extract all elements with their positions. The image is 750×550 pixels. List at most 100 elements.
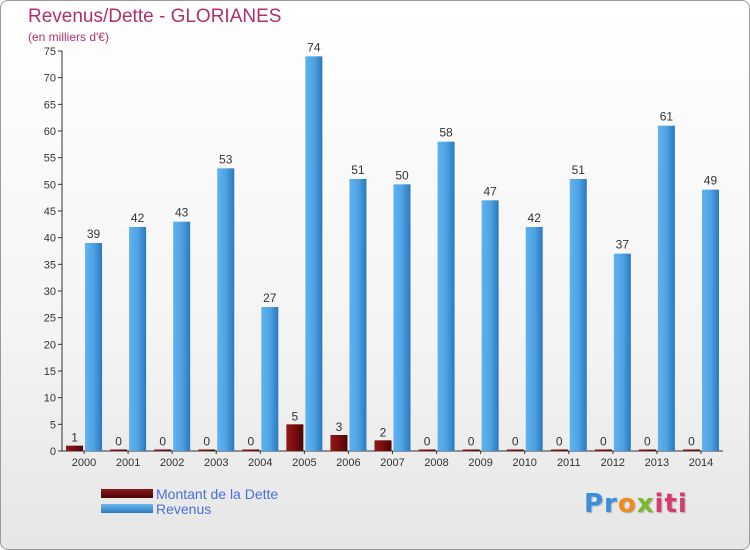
data-label-dette: 0 xyxy=(159,435,166,449)
bar-revenus xyxy=(129,227,147,451)
bar-revenus xyxy=(305,56,323,451)
x-tick-label: 2003 xyxy=(204,457,228,469)
y-tick-label: 30 xyxy=(44,286,56,298)
bar-revenus xyxy=(525,227,543,451)
data-label-dette: 0 xyxy=(644,435,651,449)
x-tick-label: 2001 xyxy=(116,457,140,469)
data-label-dette: 0 xyxy=(600,435,607,449)
bar-dette xyxy=(682,449,700,451)
y-tick-label: 25 xyxy=(44,313,56,325)
data-label-revenus: 58 xyxy=(439,126,453,140)
y-tick-label: 15 xyxy=(44,366,56,378)
x-tick-label: 2014 xyxy=(689,457,713,469)
y-tick-label: 45 xyxy=(44,206,56,218)
data-label-dette: 3 xyxy=(336,420,343,434)
x-tick-label: 2006 xyxy=(336,457,360,469)
y-tick-label: 10 xyxy=(44,393,56,405)
chart-subtitle: (en milliers d'€) xyxy=(28,30,109,44)
data-label-dette: 0 xyxy=(688,435,695,449)
y-tick-label: 40 xyxy=(44,233,56,245)
data-label-revenus: 61 xyxy=(660,110,674,124)
bar-revenus xyxy=(437,141,455,451)
bar-dette xyxy=(418,449,436,451)
data-label-dette: 2 xyxy=(380,425,387,439)
data-label-revenus: 49 xyxy=(704,174,718,188)
bar-revenus xyxy=(261,307,279,451)
data-label-dette: 0 xyxy=(468,435,475,449)
data-label-dette: 5 xyxy=(292,409,299,423)
data-label-revenus: 74 xyxy=(307,40,321,54)
legend-swatch-dette xyxy=(101,489,153,498)
y-tick-label: 35 xyxy=(44,259,56,271)
data-label-dette: 0 xyxy=(424,435,431,449)
bar-revenus xyxy=(657,125,675,452)
bar-revenus xyxy=(393,184,411,452)
bar-dette xyxy=(638,449,656,451)
bar-dette xyxy=(594,449,612,451)
bar-revenus xyxy=(85,243,103,451)
y-tick-label: 55 xyxy=(44,153,56,165)
bar-dette xyxy=(374,440,392,451)
data-label-revenus: 50 xyxy=(395,168,409,182)
bar-revenus xyxy=(613,253,631,451)
data-label-revenus: 43 xyxy=(175,206,189,220)
y-tick-label: 65 xyxy=(44,99,56,111)
x-tick-label: 2013 xyxy=(645,457,669,469)
x-tick-label: 2004 xyxy=(248,457,272,469)
bar-revenus xyxy=(217,168,235,452)
bar-revenus xyxy=(349,179,367,451)
bar-revenus xyxy=(173,221,191,451)
data-label-revenus: 37 xyxy=(616,238,630,252)
bar-dette xyxy=(242,449,260,451)
data-label-revenus: 47 xyxy=(483,184,497,198)
data-label-dette: 0 xyxy=(512,435,519,449)
x-tick-label: 2011 xyxy=(557,457,581,469)
data-label-revenus: 39 xyxy=(87,227,101,241)
y-tick-label: 60 xyxy=(44,126,56,138)
x-tick-label: 2007 xyxy=(380,457,404,469)
data-label-revenus: 51 xyxy=(351,163,365,177)
chart-title: Revenus/Dette - GLORIANES xyxy=(28,6,282,27)
data-label-dette: 0 xyxy=(556,435,563,449)
bar-dette xyxy=(66,445,84,451)
bar-dette xyxy=(286,424,304,451)
data-label-revenus: 51 xyxy=(572,163,586,177)
data-label-revenus: 42 xyxy=(131,211,145,225)
chart-marks: 1 39 0 42 0 43 0 53 0 27 5 74 3 51 2 50 0 58 0 47 0 42 0 51 0 37 0… xyxy=(66,40,719,452)
bar-dette xyxy=(462,449,480,451)
data-label-revenus: 53 xyxy=(219,152,233,166)
y-tick-label: 50 xyxy=(44,179,56,191)
data-label-revenus: 42 xyxy=(528,211,542,225)
data-label-dette: 0 xyxy=(203,435,210,449)
legend-label-dette: Montant de la Dette xyxy=(156,486,279,502)
legend-label-revenus: Revenus xyxy=(156,501,212,517)
y-tick-label: 5 xyxy=(50,419,56,431)
y-tick-label: 70 xyxy=(44,73,56,85)
data-label-dette: 1 xyxy=(71,431,78,445)
y-tick-label: 20 xyxy=(44,339,56,351)
bar-dette xyxy=(330,435,348,451)
bar-revenus xyxy=(701,189,719,451)
y-tick-label: 75 xyxy=(44,46,56,58)
data-label-dette: 0 xyxy=(247,435,254,449)
bar-dette xyxy=(506,449,524,451)
bar-dette xyxy=(154,449,172,451)
x-tick-label: 2000 xyxy=(72,457,96,469)
x-tick-label: 2002 xyxy=(160,457,184,469)
x-tick-label: 2008 xyxy=(424,457,448,469)
bar-dette xyxy=(550,449,568,451)
legend-swatch-revenus xyxy=(101,504,153,513)
data-label-dette: 0 xyxy=(115,435,122,449)
x-tick-label: 2005 xyxy=(292,457,316,469)
x-tick-label: 2009 xyxy=(468,457,492,469)
bar-revenus xyxy=(481,200,499,451)
x-tick-label: 2010 xyxy=(512,457,536,469)
bar-dette xyxy=(198,449,216,451)
bar-dette xyxy=(110,449,128,451)
x-tick-label: 2012 xyxy=(601,457,625,469)
y-tick-label: 0 xyxy=(50,446,56,458)
data-label-revenus: 27 xyxy=(263,291,277,305)
